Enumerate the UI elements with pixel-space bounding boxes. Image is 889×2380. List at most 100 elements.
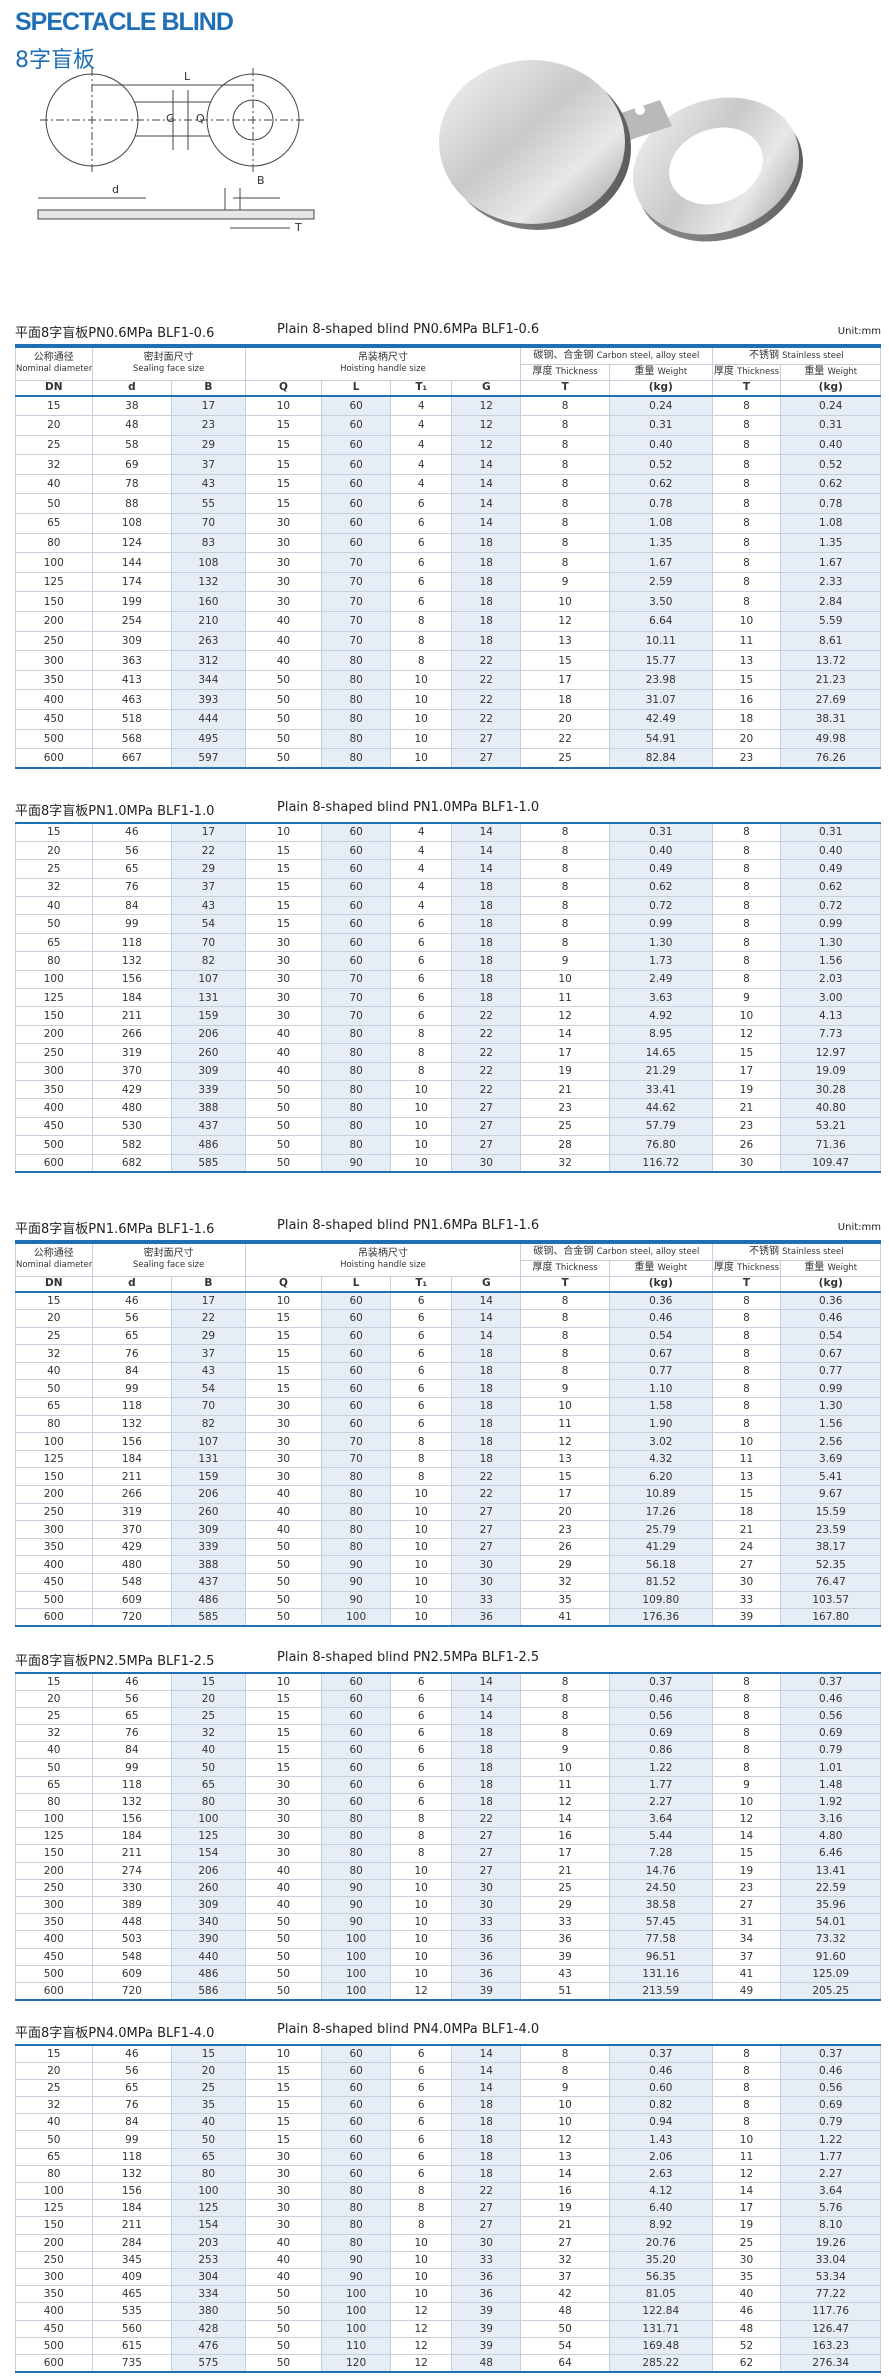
table-cell: 14 (520, 2164, 610, 2184)
column-code: Q (244, 379, 323, 397)
table-cell: 46 (91, 2044, 173, 2063)
table-row: 125 184 125 30 80 8 27 16 5.44 14 4.80 (15, 1827, 881, 1846)
table-cell: 30 (244, 591, 323, 613)
table-cell: 575 (171, 2353, 246, 2373)
table-cell: 18 (520, 689, 610, 710)
table-cell: 22 (451, 1079, 522, 1100)
table-cell: 8 (520, 434, 610, 456)
table-cell: 76.26 (780, 748, 881, 769)
header-cell: 厚度 Thickness (520, 1259, 610, 1277)
table-cell: 18 (451, 2096, 522, 2115)
table-cell: 37 (171, 877, 246, 898)
table-cell: 90 (321, 1573, 392, 1592)
table-cell: 500 (15, 1135, 93, 1155)
table-cell: 0.56 (780, 1706, 881, 1726)
table-cell: 400 (15, 689, 93, 710)
table-cell: 30 (244, 2164, 323, 2184)
table-cell: 18 (451, 1344, 522, 1363)
table-cell: 23 (171, 415, 246, 436)
table-cell: 8 (711, 415, 782, 436)
title-en: Plain 8-shaped blind PN0.6MPa BLF1-0.6 (277, 322, 540, 337)
table-cell: 60 (321, 473, 392, 495)
table-cell: 90 (321, 1153, 392, 1173)
column-code: G (451, 1275, 522, 1293)
table-row: 100 144 108 30 70 6 18 8 1.67 8 1.67 (15, 552, 881, 573)
table-cell: 76 (91, 1344, 173, 1363)
table-cell: 23 (711, 1878, 782, 1897)
table-cell: 19.09 (780, 1061, 881, 1081)
table-cell: 73.32 (780, 1930, 881, 1949)
table-cell: 10 (520, 2113, 610, 2132)
table-cell: 250 (15, 1043, 93, 1063)
table-cell: 8 (520, 2061, 610, 2080)
table-cell: 1.08 (780, 513, 881, 534)
table-cell: 60 (321, 415, 392, 436)
table-cell: 163.23 (780, 2336, 881, 2355)
table-cell: 4 (390, 822, 453, 842)
table-cell: 18 (451, 877, 522, 898)
table-cell: 597 (171, 748, 246, 769)
table-cell: 21 (520, 2216, 610, 2235)
table-cell: 1.67 (608, 552, 713, 573)
table-cell: 12 (520, 611, 610, 632)
table-cell: 12 (520, 2130, 610, 2149)
table-cell: 118 (91, 2147, 173, 2166)
table-cell: 10 (711, 611, 782, 632)
table-cell: 15 (520, 650, 610, 671)
column-code: DN (15, 1275, 93, 1293)
table-cell: 20 (171, 2061, 246, 2080)
table-cell: 19.26 (780, 2233, 881, 2252)
table-cell: 8 (711, 571, 782, 593)
table-cell: 169.48 (608, 2336, 713, 2355)
table-cell: 6.64 (608, 611, 713, 632)
table-cell: 8 (711, 1724, 782, 1743)
table-cell: 29 (520, 1895, 610, 1915)
header-cell: 密封面尺寸 Sealing face size (91, 1241, 246, 1277)
table-cell: 29 (171, 859, 246, 879)
table-row: 450 548 440 50 100 10 36 39 96.51 37 91.60 (15, 1947, 881, 1966)
table-cell: 309 (91, 630, 173, 652)
table-cell: 76 (91, 877, 173, 898)
table-cell: 40 (244, 1895, 323, 1915)
table-cell: 8 (520, 914, 610, 934)
table-cell: 2.27 (780, 2164, 881, 2184)
table-cell: 19 (520, 1061, 610, 1081)
table-cell: 15 (171, 2044, 246, 2063)
table-row: 600 735 575 50 120 12 48 64 285.22 62 276.34 (15, 2353, 881, 2373)
table-row: 250 319 260 40 80 8 22 17 14.65 15 12.97 (15, 1043, 881, 1063)
table-cell: 150 (15, 1006, 93, 1026)
table-cell: 10 (390, 1608, 453, 1627)
table-cell: 8.61 (780, 630, 881, 652)
table-cell: 3.69 (780, 1449, 881, 1469)
table-cell: 109.80 (608, 1590, 713, 1610)
table-cell: 120 (321, 2353, 392, 2373)
table-cell: 60 (321, 877, 392, 898)
table-cell: 476 (171, 2336, 246, 2355)
table-cell: 80 (321, 1135, 392, 1155)
table-cell: 480 (91, 1555, 173, 1574)
table-cell: 36 (451, 2267, 522, 2287)
table-cell: 14 (451, 2078, 522, 2098)
table-cell: 116.72 (608, 1153, 713, 1173)
table-cell: 3.63 (608, 988, 713, 1008)
table-cell: 380 (171, 2302, 246, 2321)
table-cell: 3.00 (780, 988, 881, 1008)
table-cell: 30 (244, 1414, 323, 1434)
table-cell: 24.50 (608, 1878, 713, 1897)
table-cell: 8 (520, 552, 610, 573)
table-cell: 22.59 (780, 1878, 881, 1897)
table-cell: 40 (244, 1878, 323, 1897)
table-cell: 0.99 (780, 1379, 881, 1399)
table-row: 150 211 159 30 80 8 22 15 6.20 13 5.41 (15, 1467, 881, 1487)
table-cell: 21 (520, 1079, 610, 1100)
table-cell: 80 (321, 1827, 392, 1846)
table-cell: 80 (171, 1792, 246, 1812)
table-cell: 54 (171, 1379, 246, 1399)
table-cell: 25 (15, 434, 93, 456)
table-cell: 100 (321, 1964, 392, 1983)
table-cell: 5.59 (780, 611, 881, 632)
table-cell: 10 (520, 591, 610, 613)
table-row: 450 548 437 50 90 10 30 32 81.52 30 76.47 (15, 1573, 881, 1592)
table-cell: 0.37 (608, 2044, 713, 2063)
table-cell: 30 (244, 552, 323, 573)
